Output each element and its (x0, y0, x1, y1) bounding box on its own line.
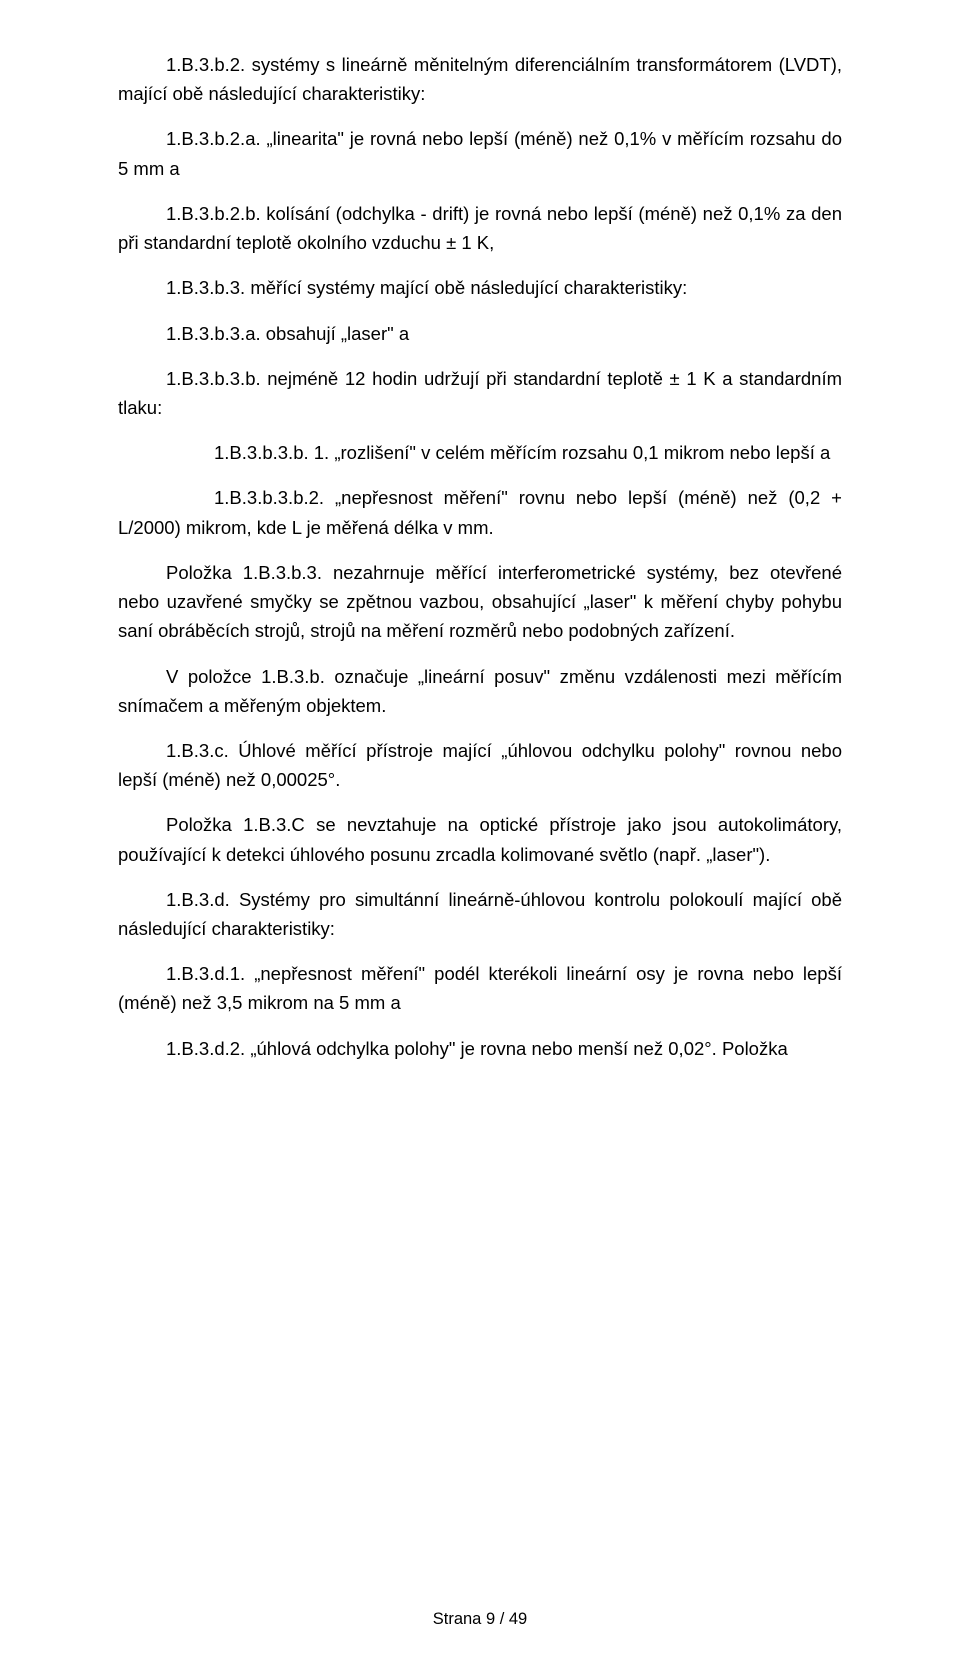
paragraph: 1.B.3.d.1. „nepřesnost měření" podél kte… (118, 959, 842, 1017)
paragraph: 1.B.3.d.2. „úhlová odchylka polohy" je r… (118, 1034, 842, 1063)
paragraph: V položce 1.B.3.b. označuje „lineární po… (118, 662, 842, 720)
paragraph: 1.B.3.b.3.b.2. „nepřesnost měření" rovnu… (118, 483, 842, 541)
paragraph: 1.B.3.b.3. měřící systémy mající obě nás… (118, 273, 842, 302)
page-footer: Strana 9 / 49 (0, 1606, 960, 1632)
paragraph: 1.B.3.c. Úhlové měřící přístroje mající … (118, 736, 842, 794)
paragraph: Položka 1.B.3.b.3. nezahrnuje měřící int… (118, 558, 842, 646)
paragraph: Položka 1.B.3.C se nevztahuje na optické… (118, 810, 842, 868)
paragraph: 1.B.3.d. Systémy pro simultánní lineárně… (118, 885, 842, 943)
paragraph: 1.B.3.b.2.b. kolísání (odchylka - drift)… (118, 199, 842, 257)
paragraph: 1.B.3.b.3.b. 1. „rozlišení" v celém měří… (118, 438, 842, 467)
document-page: 1.B.3.b.2. systémy s lineárně měnitelným… (0, 0, 960, 1666)
paragraph: 1.B.3.b.2. systémy s lineárně měnitelným… (118, 50, 842, 108)
paragraph: 1.B.3.b.3.b. nejméně 12 hodin udržují př… (118, 364, 842, 422)
paragraph: 1.B.3.b.3.a. obsahují „laser" a (118, 319, 842, 348)
paragraph: 1.B.3.b.2.a. „linearita" je rovná nebo l… (118, 124, 842, 182)
